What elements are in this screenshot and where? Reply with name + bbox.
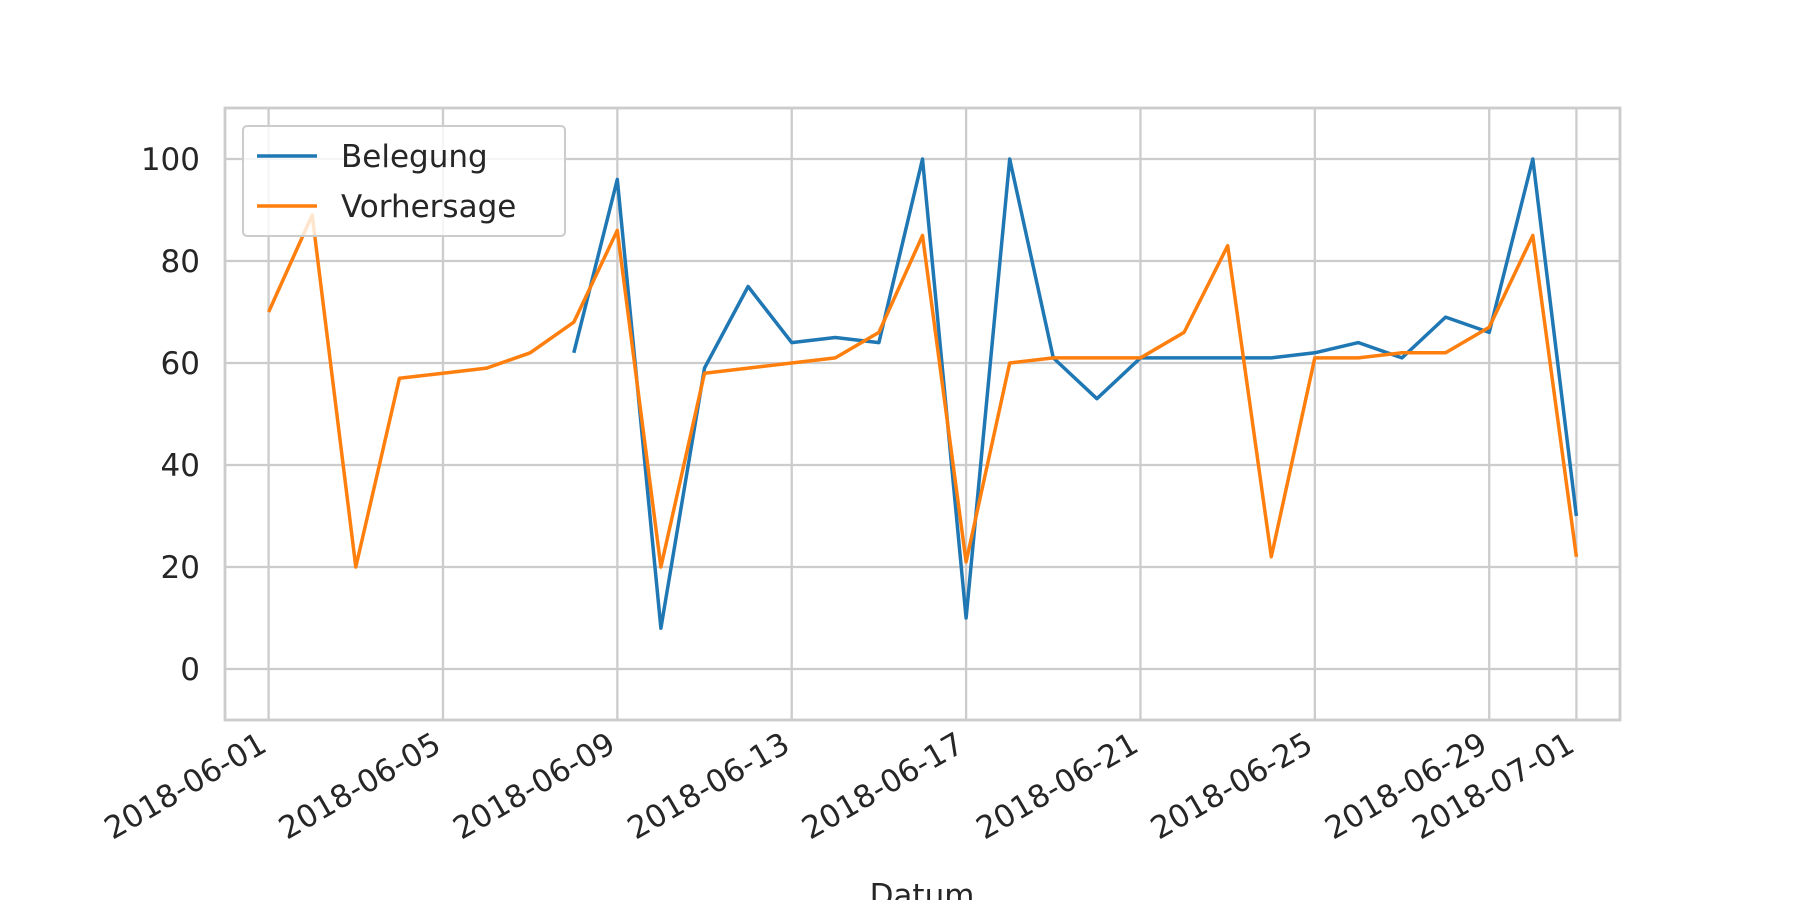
x-tick-label: 2018-06-05 (273, 726, 447, 847)
series-line (572, 157, 1579, 630)
y-tick-label: 40 (161, 448, 200, 484)
y-tick-label: 100 (141, 142, 200, 178)
legend-label: Belegung (341, 139, 488, 175)
x-tick-label: 2018-06-21 (970, 726, 1144, 847)
y-tick-label: 60 (161, 346, 200, 382)
x-axis-label: Datum (870, 878, 975, 900)
y-tick-label: 20 (161, 550, 200, 586)
x-tick-label: 2018-06-13 (622, 726, 796, 847)
y-tick-label: 0 (180, 652, 200, 688)
x-tick-label: 2018-06-09 (447, 726, 621, 847)
legend-label: Vorhersage (341, 189, 516, 225)
x-tick-label: 2018-06-17 (796, 726, 970, 847)
x-tick-label: 2018-06-25 (1145, 726, 1319, 847)
legend-box (242, 125, 566, 237)
plot-frame (223, 106, 1622, 722)
series-line (267, 213, 1579, 569)
x-tick-label: 2018-06-01 (99, 726, 273, 847)
legend: Belegung Vorhersage (242, 125, 566, 237)
y-tick-label: 80 (161, 244, 200, 280)
